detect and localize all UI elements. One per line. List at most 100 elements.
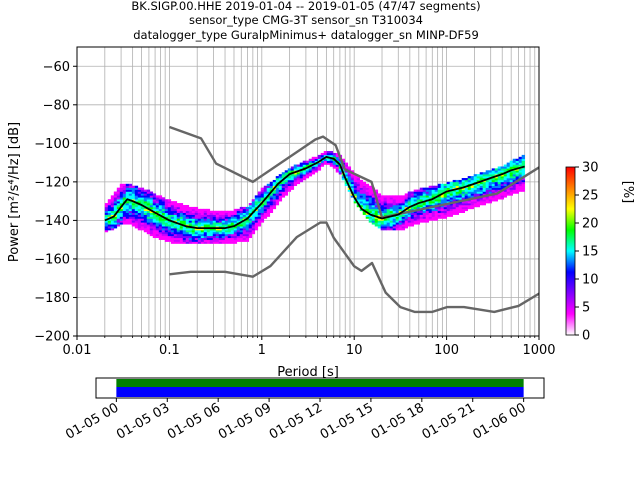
psd-bin (239, 231, 244, 235)
psd-bin (515, 162, 519, 165)
psd-bin (116, 203, 121, 206)
psd-bin (398, 204, 403, 208)
psd-bin (236, 239, 241, 242)
grid-lines (76, 47, 539, 337)
psd-bin (380, 204, 385, 208)
psd-bin (140, 208, 145, 212)
psd-bin (158, 235, 163, 239)
psd-bin (146, 214, 151, 217)
psd-bin (497, 195, 501, 198)
psd-bin (197, 237, 202, 240)
psd-bin (350, 174, 355, 177)
psd-bin (176, 204, 181, 208)
psd-bin (500, 183, 504, 187)
psd-bin (164, 222, 169, 225)
psd-bin (113, 222, 118, 225)
psd-bin (329, 162, 334, 165)
psd-bin (440, 187, 445, 190)
psd-bin (239, 233, 244, 237)
psd-bin (257, 201, 262, 204)
psd-bin (257, 214, 262, 217)
psd-bin (302, 162, 307, 165)
psd-bin (506, 181, 510, 185)
psd-bin (182, 216, 187, 219)
psd-bin (176, 203, 181, 206)
psd-bin (359, 195, 364, 198)
psd-bin (413, 197, 418, 200)
psd-bin (143, 208, 148, 212)
psd-bin (356, 195, 361, 198)
psd-bin (377, 224, 382, 227)
psd-bin (167, 206, 172, 210)
psd-bin (236, 212, 241, 215)
psd-bin (140, 193, 145, 196)
psd-bin (143, 222, 148, 225)
psd-bin (245, 206, 250, 210)
psd-bin (476, 204, 481, 208)
psd-bin (395, 226, 400, 229)
psd-bin (503, 193, 507, 196)
psd-bin (455, 206, 460, 210)
psd-bin (191, 239, 196, 242)
psd-bin (176, 210, 181, 213)
psd-bin (263, 216, 268, 219)
psd-bin (446, 206, 451, 210)
psd-bin (392, 206, 397, 210)
psd-bin (413, 206, 418, 210)
psd-bin (191, 208, 196, 212)
psd-bin (266, 197, 271, 200)
psd-bin (392, 224, 397, 227)
psd-bin (365, 197, 370, 200)
psd-bin (155, 203, 160, 206)
psd-bin (518, 185, 522, 188)
psd-bin (134, 208, 139, 212)
psd-bin (386, 220, 391, 223)
psd-bin (419, 199, 424, 202)
psd-bin (506, 172, 510, 175)
psd-bin (116, 201, 121, 204)
psd-bin (155, 220, 160, 223)
psd-bin (512, 166, 516, 169)
psd-bin (134, 222, 139, 225)
psd-bin (146, 228, 151, 231)
psd-bin (479, 199, 483, 202)
psd-bin (404, 201, 409, 204)
psd-bin (404, 214, 409, 217)
psd-bin (182, 206, 187, 210)
psd-bin (476, 183, 481, 187)
psd-bin (359, 189, 364, 192)
psd-bin (497, 189, 501, 192)
psd-bin (242, 235, 247, 239)
psd-bin (500, 195, 504, 198)
psd-bin (194, 233, 199, 237)
psd-bin (161, 208, 166, 212)
psd-bin (482, 201, 486, 204)
psd-bin (416, 216, 421, 219)
psd-bin (149, 191, 154, 194)
psd-bin (311, 158, 316, 161)
psd-bin (149, 214, 154, 217)
psd-bin (464, 204, 469, 208)
psd-bin (146, 231, 151, 235)
psd-bin (446, 185, 451, 188)
psd-bin (155, 199, 160, 202)
psd-bin (395, 201, 400, 204)
psd-bin (167, 216, 172, 219)
psd-bin (455, 210, 460, 213)
psd-bin (155, 235, 160, 239)
psd-bin (380, 195, 385, 198)
psd-bin (161, 233, 166, 237)
psd-bin (122, 183, 127, 187)
psd-bin (143, 218, 148, 221)
psd-bin (155, 231, 160, 235)
psd-bin (299, 162, 304, 165)
psd-bin (395, 224, 400, 227)
psd-bin (170, 231, 175, 235)
psd-bin (173, 230, 178, 233)
psd-bin (143, 214, 148, 217)
psd-bin (407, 214, 412, 217)
psd-bin (125, 195, 130, 198)
psd-bin (269, 181, 274, 185)
psd-bin (377, 201, 382, 204)
psd-bin (500, 176, 504, 179)
